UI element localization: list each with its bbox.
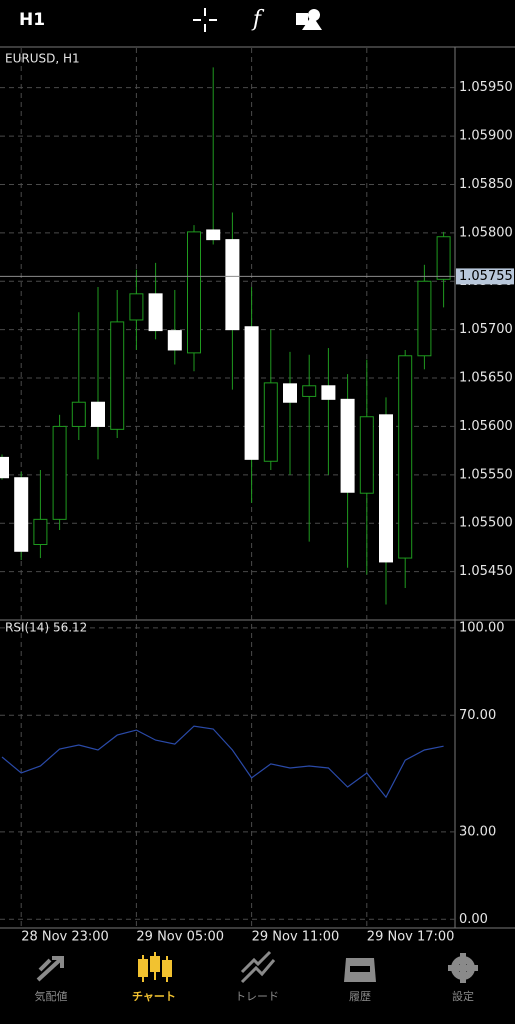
y-tick-label: 100.00: [459, 620, 505, 635]
candle-body: [225, 239, 240, 331]
last-price-label: 1.05755: [459, 269, 513, 284]
nav-icons: [36, 950, 478, 984]
y-tick-label: 1.05950: [459, 80, 513, 95]
nav-tab-label[interactable]: チャート: [132, 990, 176, 1003]
objects-button[interactable]: [296, 9, 322, 30]
candle-body: [148, 293, 163, 332]
candle-body: [33, 518, 48, 546]
candle-body: [302, 385, 317, 397]
chart-title: EURUSD, H1: [5, 52, 80, 66]
nav-tab-label[interactable]: 気配値: [35, 989, 68, 1003]
candle-body: [283, 383, 297, 403]
y-tick-label: 1.05700: [459, 322, 513, 337]
x-tick-label: 29 Nov 17:00: [367, 930, 455, 945]
candle-body: [167, 330, 182, 351]
candle-body: [263, 382, 278, 462]
candle-body: [244, 326, 259, 460]
quotes-icon[interactable]: [36, 956, 64, 982]
candle-body: [359, 416, 374, 494]
timeframe-button[interactable]: H1: [19, 10, 45, 30]
y-tick-label: 1.05550: [459, 467, 513, 482]
candle-body: [340, 398, 355, 493]
y-tick-label: 1.05450: [459, 564, 513, 579]
history-icon[interactable]: [344, 958, 376, 982]
candle-body: [71, 401, 86, 427]
y-tick-label: 0.00: [459, 912, 488, 927]
y-tick-label: 1.05650: [459, 371, 513, 386]
candle-body: [91, 401, 105, 427]
nav-tab-label[interactable]: トレード: [235, 990, 279, 1003]
crosshair-button[interactable]: [193, 8, 217, 32]
x-tick-label: 29 Nov 11:00: [252, 930, 340, 945]
x-tick-label: 28 Nov 23:00: [21, 930, 109, 945]
candle-body: [417, 280, 432, 357]
candle-body: [187, 231, 201, 354]
trade-icon[interactable]: [240, 950, 276, 984]
candle-body: [52, 425, 67, 520]
candle-body: [110, 321, 125, 430]
y-tick-label: 1.05900: [459, 129, 513, 144]
last-price-box: [456, 268, 514, 285]
y-tick-label: 1.05850: [459, 177, 513, 192]
candle-body: [379, 414, 393, 563]
y-tick-label: 1.05600: [459, 419, 513, 434]
candle-body: [436, 236, 451, 280]
candle-body: [0, 456, 9, 479]
y-tick-label: 1.05500: [459, 516, 513, 531]
y-tick-label: 1.05800: [459, 225, 513, 240]
y-tick-label: 70.00: [459, 708, 496, 723]
candle-body: [398, 355, 413, 559]
indicator-title: RSI(14) 56.12: [5, 621, 87, 635]
nav-tab-label[interactable]: 設定: [452, 989, 474, 1003]
rsi-line: [1, 725, 444, 799]
x-tick-label: 29 Nov 05:00: [136, 930, 224, 945]
candle-body: [14, 477, 29, 552]
bottom-nav: 気配値 チャート トレード 履歴 設定: [35, 989, 475, 1003]
chart-icon[interactable]: [138, 952, 172, 982]
plot: 1.05450 1.05500 1.05550 1.05600 1.05650 1.057…: [0, 48, 514, 945]
candle-body: [129, 293, 144, 321]
y-tick-label: 30.00: [459, 824, 496, 839]
nav-tab-label[interactable]: 履歴: [349, 990, 371, 1003]
candle-body: [321, 385, 336, 400]
candle-body: [206, 229, 221, 241]
settings-icon[interactable]: [448, 953, 478, 983]
